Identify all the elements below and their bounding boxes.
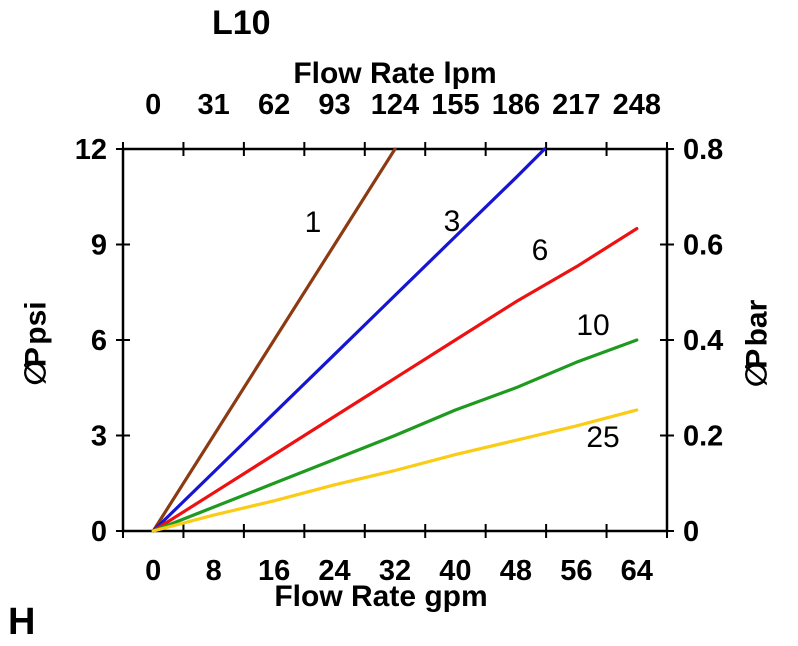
series-line-25 (151, 408, 639, 533)
right-tick-label: 0.6 (683, 230, 723, 262)
left-tick-label: 12 (75, 134, 107, 166)
series-line-1 (151, 147, 397, 533)
top-tick-label: 248 (613, 89, 661, 121)
left-tick-label: 0 (91, 516, 107, 548)
bottom-tick-label: 0 (145, 555, 161, 587)
top-tick-label: 124 (371, 89, 419, 121)
corner-letter: H (8, 601, 36, 643)
bottom-tick-label: 40 (439, 555, 471, 587)
series-label-3: 3 (444, 205, 461, 238)
bottom-tick-label: 8 (206, 555, 222, 587)
top-tick-label: 0 (145, 89, 161, 121)
right-tick-label: 0.4 (683, 325, 723, 357)
bottom-x-axis-title: Flow Rate gpm (274, 580, 488, 613)
bottom-tick-label: 24 (318, 555, 350, 587)
left-tick-label: 6 (91, 325, 107, 357)
bottom-tick-label: 48 (500, 555, 532, 587)
top-tick-label: 217 (552, 89, 600, 121)
series-label-25: 25 (586, 421, 619, 454)
series-label-1: 1 (305, 206, 322, 239)
top-tick-label: 186 (492, 89, 540, 121)
top-tick-label: 62 (258, 89, 290, 121)
bottom-tick-label: 16 (258, 555, 290, 587)
top-x-axis-title: Flow Rate lpm (293, 57, 497, 90)
right-tick-label: 0.8 (683, 134, 723, 166)
top-tick-label: 155 (431, 89, 479, 121)
series-line-3 (151, 147, 547, 533)
top-tick-label: 31 (198, 89, 230, 121)
right-tick-label: 0.2 (683, 421, 723, 453)
bottom-tick-label: 64 (621, 555, 653, 587)
series-label-6: 6 (532, 234, 549, 267)
series-label-10: 10 (576, 309, 609, 342)
right-tick-label: 0 (683, 516, 699, 548)
chart-title: L10 (212, 4, 271, 42)
bottom-tick-label: 32 (379, 555, 411, 587)
series-line-10 (151, 338, 639, 533)
left-tick-label: 9 (91, 230, 107, 262)
series-line-6 (151, 227, 639, 533)
left-tick-label: 3 (91, 421, 107, 453)
top-tick-label: 93 (318, 89, 350, 121)
bottom-tick-label: 56 (560, 555, 592, 587)
